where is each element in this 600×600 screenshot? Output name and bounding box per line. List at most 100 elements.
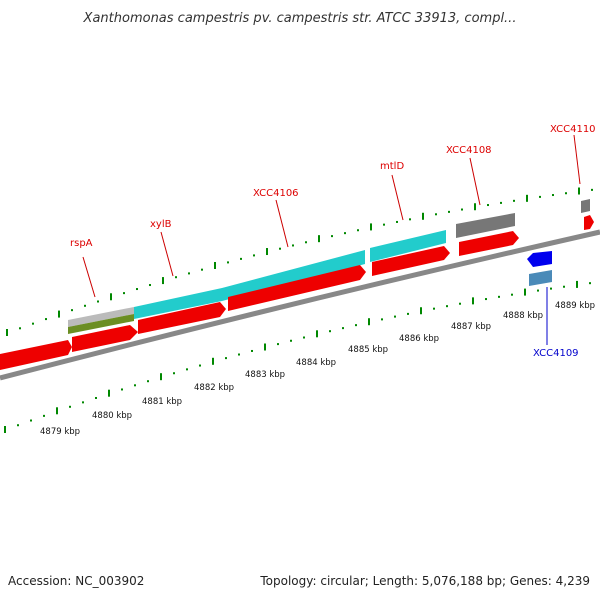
major-tick — [214, 261, 216, 269]
minor-tick — [407, 312, 409, 315]
major-tick — [526, 194, 528, 202]
minor-tick — [435, 213, 437, 216]
gray-feature-rspA — [68, 307, 134, 334]
minor-tick — [277, 343, 279, 346]
major-tick — [578, 187, 580, 195]
kbp-label: 4885 kbp — [348, 345, 388, 355]
minor-tick — [329, 330, 331, 333]
minor-tick — [225, 357, 227, 360]
minor-tick — [32, 322, 34, 325]
major-tick — [370, 223, 372, 231]
minor-tick — [383, 223, 385, 226]
minor-tick — [565, 192, 567, 195]
major-tick — [212, 357, 214, 365]
minor-tick — [381, 318, 383, 321]
gene-label-mtlD[interactable]: mtlD — [380, 161, 404, 172]
rna-reverse-XCC4109 — [529, 270, 552, 286]
minor-tick — [487, 204, 489, 207]
minor-tick — [513, 199, 515, 202]
gene-label-XCC4110[interactable]: XCC4110 — [550, 124, 596, 135]
kbp-label: 4879 kbp — [40, 427, 80, 437]
minor-tick — [251, 349, 253, 352]
major-tick — [524, 288, 526, 296]
kbp-label: 4881 kbp — [142, 397, 182, 407]
major-tick — [110, 293, 112, 301]
minor-tick — [134, 384, 136, 387]
kbp-label: 4889 kbp — [555, 301, 595, 311]
gray-feature-XCC4108 — [456, 213, 515, 238]
inner-tick-track — [4, 280, 591, 433]
major-tick — [264, 343, 266, 351]
gene-label-XCC4108[interactable]: XCC4108 — [446, 145, 492, 156]
accession-text: Accession: NC_003902 — [8, 574, 144, 588]
minor-tick — [498, 295, 500, 298]
minor-tick — [186, 368, 188, 371]
minor-tick — [136, 288, 138, 291]
minor-tick — [253, 254, 255, 257]
minor-tick — [82, 401, 84, 404]
minor-tick — [448, 210, 450, 213]
minor-tick — [97, 300, 99, 303]
major-tick — [162, 277, 164, 285]
minor-tick — [173, 372, 175, 375]
major-tick — [108, 389, 110, 397]
kbp-label: 4884 kbp — [296, 358, 336, 368]
major-tick — [318, 235, 320, 243]
minor-tick — [446, 305, 448, 308]
minor-tick — [201, 268, 203, 271]
minor-tick — [394, 315, 396, 318]
minor-tick — [563, 285, 565, 288]
rna-feature-row — [134, 230, 446, 319]
gene-label-XCC4106[interactable]: XCC4106 — [253, 188, 299, 199]
minor-tick — [147, 380, 149, 383]
gray-feature-XCC4110 — [581, 199, 590, 213]
minor-tick — [459, 302, 461, 305]
minor-tick — [331, 235, 333, 238]
minor-tick — [227, 261, 229, 264]
major-tick — [474, 203, 476, 211]
minor-tick — [279, 247, 281, 250]
minor-tick — [71, 309, 73, 312]
minor-tick — [149, 284, 151, 287]
minor-tick — [550, 287, 552, 290]
minor-tick — [433, 307, 435, 310]
minor-tick — [175, 276, 177, 279]
major-tick — [56, 407, 58, 415]
cds-reverse-XCC4109 — [527, 251, 552, 267]
minor-tick — [84, 304, 86, 307]
minor-tick — [396, 220, 398, 223]
gene-label-xylB[interactable]: xylB — [150, 219, 172, 230]
kbp-label: 4887 kbp — [451, 322, 491, 332]
major-tick — [576, 280, 578, 288]
minor-tick — [121, 388, 123, 391]
major-tick — [266, 248, 268, 256]
minor-tick — [45, 318, 47, 321]
minor-tick — [240, 257, 242, 260]
major-tick — [316, 330, 318, 338]
minor-tick — [30, 419, 32, 422]
genome-backbone — [0, 229, 600, 381]
minor-tick — [409, 218, 411, 221]
kbp-label: 4880 kbp — [92, 411, 132, 421]
major-tick — [160, 373, 162, 381]
minor-tick — [355, 324, 357, 327]
topology-summary: Topology: circular; Length: 5,076,188 bp… — [259, 574, 590, 588]
kbp-label: 4888 kbp — [503, 311, 543, 321]
minor-tick — [292, 244, 294, 247]
minor-tick — [305, 241, 307, 244]
minor-tick — [188, 272, 190, 275]
cds-forward-row — [0, 215, 594, 370]
minor-tick — [511, 293, 513, 296]
kbp-label: 4882 kbp — [194, 383, 234, 393]
gene-label-rspA[interactable]: rspA — [70, 238, 93, 249]
gene-label-XCC4109[interactable]: XCC4109 — [533, 348, 579, 359]
minor-tick — [123, 292, 125, 295]
minor-tick — [485, 298, 487, 301]
minor-tick — [461, 208, 463, 211]
major-tick — [58, 310, 60, 318]
minor-tick — [537, 289, 539, 292]
minor-tick — [290, 339, 292, 342]
minor-tick — [591, 188, 593, 191]
minor-tick — [95, 396, 97, 399]
minor-tick — [342, 327, 344, 330]
